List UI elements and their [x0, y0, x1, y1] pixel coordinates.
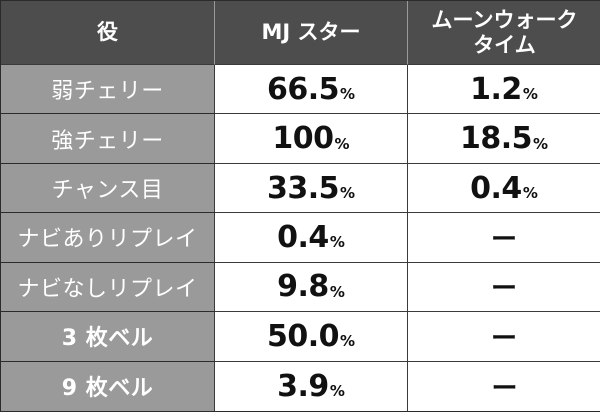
role-cell: 3 枚ベル	[1, 312, 215, 362]
role-cell: 9 枚ベル	[1, 361, 215, 411]
mj-unit: %	[340, 85, 356, 104]
header-mj-star-label: MJ スター	[261, 20, 361, 45]
moon-unit: %	[522, 184, 538, 203]
role-label: チャンス目	[51, 178, 164, 204]
mj-value: 50.0	[266, 318, 340, 354]
mj-value: 100	[272, 121, 334, 157]
moon-value-cell: 1.2%	[408, 65, 600, 115]
moon-value-cell: ー	[408, 312, 600, 362]
moon-value-dash: ー	[490, 323, 517, 354]
header-moonwalk-line2: タイム	[473, 32, 536, 57]
mj-value: 3.9	[277, 368, 329, 404]
mj-unit: %	[340, 332, 356, 351]
moon-unit: %	[533, 134, 549, 153]
mj-value: 0.4	[277, 219, 329, 255]
role-label: ナビなしリプレイ	[17, 276, 198, 302]
mj-unit: %	[329, 282, 345, 301]
moon-value-cell: 0.4%	[408, 163, 600, 214]
mj-unit: %	[334, 134, 350, 153]
mj-value-cell: 9.8%	[215, 262, 408, 313]
role-cell: 弱チェリー	[1, 65, 215, 115]
role-label: 強チェリー	[51, 128, 164, 154]
mj-value-cell: 50.0%	[215, 312, 408, 362]
moon-value-dash: ー	[490, 274, 517, 305]
header-role: 役	[1, 1, 215, 65]
role-cell: ナビなしリプレイ	[1, 262, 215, 313]
role-cell: チャンス目	[1, 163, 215, 214]
mj-value-cell: 0.4%	[215, 213, 408, 263]
moon-unit: %	[522, 85, 538, 104]
moon-value-dash: ー	[491, 373, 518, 404]
header-moonwalk-line1: ムーンウォーク	[431, 8, 578, 33]
mj-value: 9.8	[277, 269, 329, 305]
moon-value: 0.4	[470, 170, 522, 206]
mj-value: 33.5	[266, 170, 340, 206]
moon-value: 18.5	[459, 121, 533, 157]
role-label: 9 枚ベル	[61, 376, 154, 402]
mj-value-cell: 33.5%	[215, 163, 408, 214]
moon-value: 1.2	[470, 71, 522, 107]
moon-value-cell: 18.5%	[408, 114, 600, 164]
moon-value-cell: ー	[408, 361, 600, 411]
moon-value-cell: ー	[408, 262, 600, 313]
mj-unit: %	[340, 184, 356, 203]
mj-value: 66.5	[266, 71, 340, 107]
mj-unit: %	[329, 382, 345, 401]
header-role-label: 役	[97, 20, 118, 45]
role-label: 弱チェリー	[51, 79, 164, 105]
role-label: ナビありリプレイ	[17, 227, 198, 253]
mj-value-cell: 66.5%	[215, 65, 408, 115]
role-cell: ナビありリプレイ	[1, 213, 215, 263]
moon-value-cell: ー	[408, 213, 600, 263]
role-label: 3 枚ベル	[61, 326, 154, 352]
mj-value-cell: 3.9%	[215, 361, 408, 411]
mj-unit: %	[329, 233, 345, 252]
moon-value-dash: ー	[490, 224, 517, 255]
header-mj-star: MJ スター	[215, 1, 408, 65]
header-moonwalk-time: ムーンウォーク タイム	[408, 1, 600, 65]
role-cell: 強チェリー	[1, 114, 215, 164]
mj-value-cell: 100%	[215, 114, 408, 164]
